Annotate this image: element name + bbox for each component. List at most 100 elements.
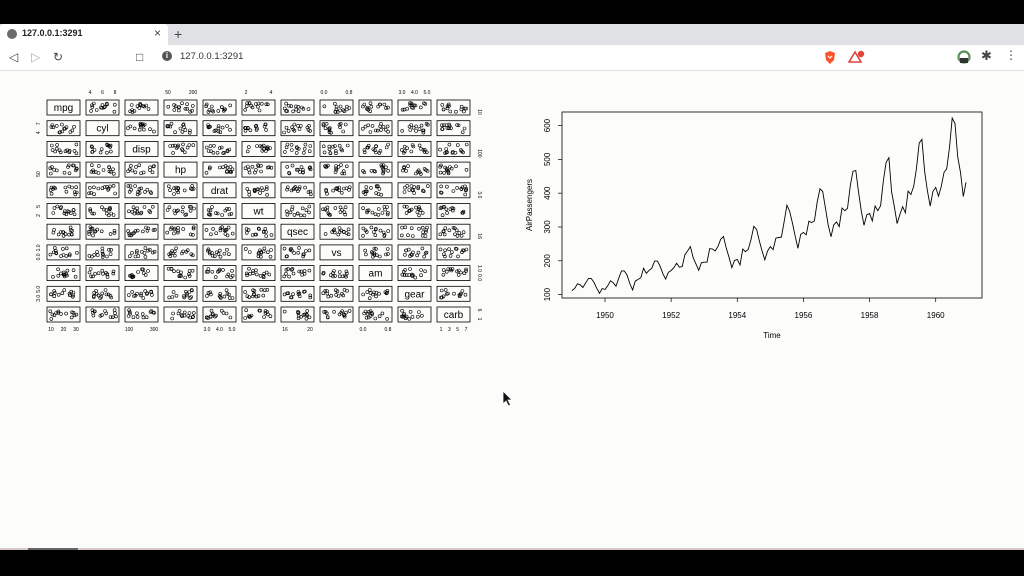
panel-border xyxy=(46,285,81,302)
new-tab-button[interactable]: + xyxy=(174,26,183,42)
scatter-point xyxy=(100,255,105,259)
scatter-point xyxy=(139,293,143,298)
x-tick-label: 1956 xyxy=(795,311,813,320)
scatter-point xyxy=(369,186,373,190)
scatter-point xyxy=(180,251,184,256)
scatter-point xyxy=(291,187,296,192)
scatter-point xyxy=(300,105,304,110)
puzzle-icon[interactable]: ✱ xyxy=(981,48,992,63)
scatter-point xyxy=(141,315,146,320)
panel-border xyxy=(397,141,432,157)
reload-icon[interactable]: ↻ xyxy=(53,50,64,64)
panel-border xyxy=(436,265,471,282)
panel-border xyxy=(46,223,81,240)
panel-border xyxy=(358,285,393,302)
scatter-point xyxy=(57,148,62,153)
scatter-point xyxy=(324,164,329,169)
scatter-point xyxy=(381,230,386,235)
scatter-point xyxy=(289,267,294,272)
scatter-point xyxy=(172,186,176,190)
scatter-point xyxy=(171,151,175,155)
panel-border xyxy=(397,182,432,199)
scatter-point xyxy=(439,295,443,300)
scatter-point xyxy=(151,228,156,232)
scatter-point xyxy=(402,315,406,319)
scatter-point xyxy=(334,164,338,168)
scatter-point xyxy=(286,291,291,295)
scatter-point xyxy=(370,124,375,128)
scatter-point xyxy=(402,204,407,209)
back-icon[interactable]: ◁ xyxy=(9,50,19,64)
scatter-point xyxy=(447,228,452,233)
scatter-point xyxy=(364,230,369,234)
scatter-point xyxy=(368,109,373,114)
scatter-point xyxy=(343,205,348,209)
top-axis-label: 0.0 xyxy=(321,90,328,96)
scatter-point xyxy=(406,164,410,168)
rewards-icon[interactable] xyxy=(848,50,866,65)
scatter-point xyxy=(284,209,289,214)
left-axis-label: 3.0 xyxy=(36,295,42,302)
scatter-point xyxy=(152,249,157,254)
right-axis-label: 1 xyxy=(476,318,482,321)
url-text[interactable]: 127.0.0.1:3291 xyxy=(180,51,244,62)
scatter-point xyxy=(191,143,196,147)
scatter-point xyxy=(172,108,177,112)
scatter-point xyxy=(439,191,444,195)
scatter-point xyxy=(297,246,301,250)
address-bar[interactable]: i 127.0.0.1:3291 xyxy=(152,48,818,67)
scatter-point xyxy=(226,225,231,230)
scatter-point xyxy=(67,163,71,168)
scatter-point xyxy=(108,143,113,148)
scatter-point xyxy=(99,229,104,234)
panel-border xyxy=(124,203,159,219)
scatter-point xyxy=(332,310,336,314)
scatter-point xyxy=(447,126,451,131)
scatter-point xyxy=(48,252,53,257)
brave-shield-icon[interactable] xyxy=(823,50,837,65)
scatter-point xyxy=(176,208,180,213)
scatter-point xyxy=(375,128,380,133)
scatter-point xyxy=(105,275,110,279)
scatter-point xyxy=(294,104,298,109)
panel-border xyxy=(280,306,315,323)
scatter-point xyxy=(308,144,313,148)
scatter-point xyxy=(321,122,326,126)
scatter-point xyxy=(264,128,268,132)
scatter-point xyxy=(52,206,57,210)
panel-border xyxy=(46,244,81,261)
panel-border xyxy=(202,203,237,219)
scatter-point xyxy=(98,296,102,300)
bookmark-icon[interactable]: □ xyxy=(136,50,144,64)
bottom-axis-label: 3 xyxy=(448,327,451,333)
scatter-point xyxy=(266,312,270,317)
browser-tab[interactable]: 127.0.0.1:3291 × xyxy=(0,24,168,45)
tab-close-button[interactable]: × xyxy=(154,26,162,40)
forward-icon[interactable]: ▷ xyxy=(31,50,41,64)
scatter-point xyxy=(408,101,412,106)
scatter-point xyxy=(208,213,213,217)
scatter-point xyxy=(307,166,312,170)
scatter-point xyxy=(218,254,223,259)
top-axis-label: 8 xyxy=(114,90,117,96)
scatter-point xyxy=(289,104,294,109)
scatter-point xyxy=(151,205,155,209)
scatter-point xyxy=(211,312,215,317)
scatter-point xyxy=(304,208,309,212)
scatter-point xyxy=(214,313,218,318)
scatter-point xyxy=(112,308,117,312)
scatter-point xyxy=(244,126,248,131)
menu-icon[interactable]: ⋮ xyxy=(1005,48,1017,62)
info-icon[interactable]: i xyxy=(162,51,172,61)
scatter-point xyxy=(191,225,196,230)
scatter-point xyxy=(209,314,213,319)
scatter-point xyxy=(51,230,56,235)
scatter-point xyxy=(218,248,222,253)
panel-border xyxy=(280,223,315,240)
scatter-point xyxy=(424,150,429,155)
extension-icon[interactable] xyxy=(957,50,971,64)
scatter-point xyxy=(258,191,262,195)
scatter-point xyxy=(459,187,464,191)
scatter-point xyxy=(152,129,156,134)
scatter-point xyxy=(251,269,255,273)
